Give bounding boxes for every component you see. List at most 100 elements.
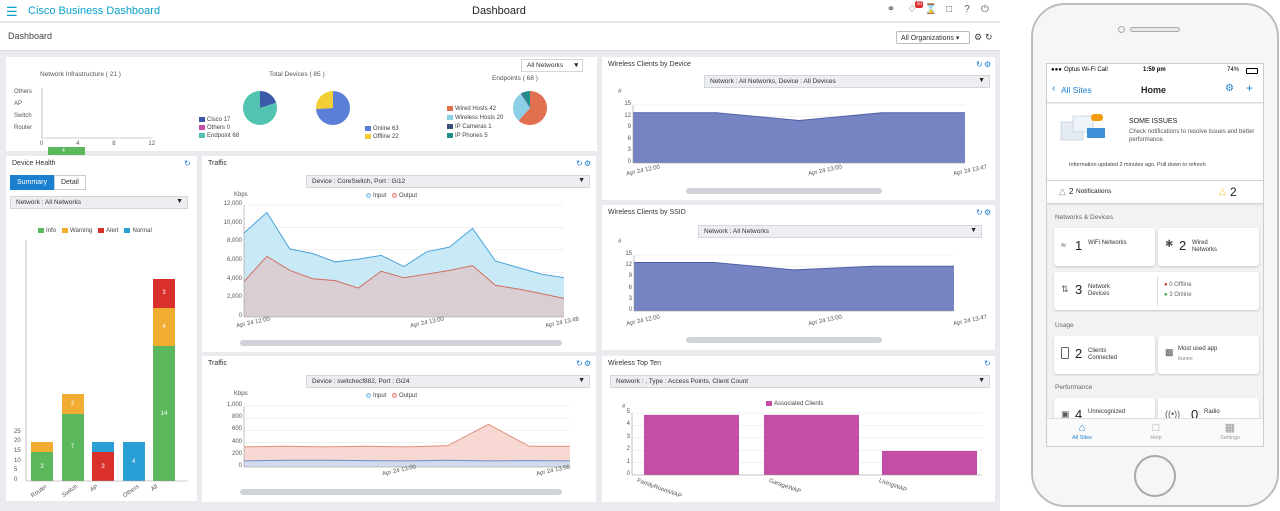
settings-icon[interactable]: ⚙ — [974, 32, 983, 42]
networks-select[interactable]: All Networks ▾ — [521, 59, 583, 72]
legend-item: Cisco 17 — [199, 116, 239, 124]
health-ytick: 0 — [14, 477, 18, 483]
globe-icon[interactable]: ⚭ — [886, 4, 896, 15]
organization-select[interactable]: All Organizations ▾ — [896, 31, 970, 44]
health-legend-item: Info — [38, 228, 56, 234]
traffic2-chart — [243, 405, 571, 468]
refresh-icon[interactable]: ↻ — [984, 359, 991, 368]
tab-summary[interactable]: Summary — [10, 175, 54, 190]
online-count: ● 3 Online — [1164, 292, 1192, 298]
notification-label: Notifications — [1076, 188, 1112, 195]
traffic1-ytick: 6,000 — [226, 257, 242, 263]
question-icon: □ — [1152, 422, 1160, 434]
health-bar-segment: 3 — [92, 452, 114, 481]
health-tabs: Summary Detail — [10, 175, 86, 190]
traffic1-device-filter[interactable]: Device : CoreSwitch, Port : Gi12 ▼ — [306, 175, 590, 188]
netinfra-bar[interactable]: 4 — [48, 147, 85, 155]
back-chevron-icon[interactable]: ‹ — [1052, 83, 1056, 94]
top-ten-bar[interactable] — [882, 450, 977, 475]
most-used-app-card[interactable]: ▩ Most used app itunes — [1158, 336, 1259, 374]
top-ten-bar[interactable] — [644, 414, 739, 475]
bell-outline-icon: △ — [1059, 186, 1066, 196]
organization-select-value: All Organizations — [901, 35, 954, 42]
pie-slice — [243, 91, 277, 125]
traffic1-scrollbar[interactable] — [240, 340, 562, 346]
chat-icon[interactable]: □ — [945, 4, 953, 15]
health-network-filter[interactable]: Network : All Networks ▼ — [10, 196, 188, 209]
top-ten-chart — [631, 412, 982, 476]
traffic2-scrollbar[interactable] — [240, 489, 562, 495]
clients-card[interactable]: 2 Clients Connected — [1054, 336, 1155, 374]
wc-device-filter[interactable]: Network : All Networks, Device : All Dev… — [704, 75, 990, 88]
battery-level: 74% — [1227, 67, 1240, 73]
traffic1-ytick: 12,000 — [223, 201, 242, 207]
health-bar[interactable]: 14 4 3 — [153, 278, 175, 481]
wc-ssid-scrollbar[interactable] — [686, 337, 882, 343]
section-performance: Performance — [1055, 384, 1093, 391]
netinfra-row-label: Others — [14, 89, 33, 95]
traffic2-ytick: 400 — [231, 438, 242, 445]
wc-device-filter-value: Network : All Networks, Device : All Dev… — [710, 78, 836, 85]
refresh-icon[interactable]: ↻ — [184, 159, 191, 168]
back-button[interactable]: All Sites — [1061, 85, 1092, 95]
refresh-icon[interactable]: ↻ — [985, 32, 993, 42]
traffic-panel-2: Traffic ↻ ⚙ Device : switchecf882, Port … — [202, 356, 596, 502]
health-bar[interactable]: 3 — [31, 442, 53, 481]
online-status-pie — [316, 91, 350, 125]
tab-all-sites[interactable]: ⌂ All Sites — [1057, 421, 1107, 441]
refresh-icon[interactable]: ↻ — [976, 60, 983, 69]
hamburger-menu-icon[interactable]: ☰ — [6, 4, 18, 19]
notifications-row[interactable]: △ 2 Notifications △ 2 — [1047, 181, 1263, 203]
top-ten-filter[interactable]: Network : , Type : Access Points, Client… — [610, 375, 990, 388]
wc-device-chart — [632, 104, 965, 164]
refresh-icon[interactable]: ↻ — [576, 159, 583, 168]
settings-icon[interactable]: ⚙ — [584, 159, 592, 168]
home-button[interactable] — [1134, 455, 1176, 497]
wc-ssid-filter[interactable]: Network : All Networks ▼ — [698, 225, 982, 238]
hourglass-icon[interactable]: ⌛ — [924, 4, 938, 15]
settings-gear-icon[interactable]: ⚙ — [1225, 83, 1234, 94]
tab-settings[interactable]: ▦ Settings — [1205, 421, 1255, 441]
breadcrumb-bar: Dashboard All Organizations ▾ ⚙ ↻ — [0, 23, 1000, 51]
wc-device-ytick: 0 — [627, 159, 631, 165]
help-icon[interactable]: ? — [964, 4, 970, 15]
settings-icon[interactable]: ⚙ — [984, 208, 992, 217]
signal-icon: ●●● — [1051, 67, 1062, 73]
tab-help[interactable]: □ Help — [1131, 421, 1181, 441]
traffic2-ytick: 0 — [238, 463, 242, 469]
traffic1-unit: Kbps — [234, 192, 248, 198]
output-legend: Output — [399, 393, 418, 400]
wired-count: 2 — [1179, 238, 1187, 253]
top-ten-filter-value: Network : , Type : Access Points, Client… — [616, 378, 749, 385]
offline-text: 0 Offline — [1169, 282, 1192, 288]
issues-text: Check notifications to resolve issues an… — [1129, 129, 1255, 143]
issues-card[interactable]: SOME ISSUES Check notifications to resol… — [1047, 104, 1263, 180]
series-line — [243, 255, 565, 299]
series-line — [243, 459, 571, 462]
health-bar[interactable]: 4 — [122, 442, 145, 481]
settings-icon[interactable]: ⚙ — [984, 60, 992, 69]
tab-help-label: Help — [1150, 435, 1162, 441]
wc-device-scrollbar[interactable] — [686, 188, 882, 194]
bell-icon[interactable]: ♢ 10 — [907, 1, 923, 15]
traffic1-legend: Input Output — [366, 193, 417, 199]
netinfra-title: Network Infrastructure ( 21 ) — [40, 71, 121, 78]
network-devices-card[interactable]: ⇅ 3 Network Devices ● 0 Offline ● 3 Onli… — [1054, 272, 1259, 310]
netinfra-tick: 8 — [112, 141, 116, 147]
settings-icon[interactable]: ⚙ — [584, 359, 592, 368]
device-health-title: Device Health — [12, 160, 56, 167]
tab-detail[interactable]: Detail — [53, 175, 86, 190]
power-icon[interactable]: ⏻ — [981, 4, 989, 15]
clients-label: Clients Connected — [1088, 348, 1118, 361]
wifi-networks-card[interactable]: ≈ 1 WiFi Networks — [1054, 228, 1155, 266]
refresh-icon[interactable]: ↻ — [576, 359, 583, 368]
traffic2-device-filter[interactable]: Device : switchecf882, Port : Gi24 ▼ — [306, 375, 590, 388]
add-icon[interactable]: + — [1246, 81, 1254, 95]
top-ten-bar[interactable] — [764, 414, 859, 475]
warning-icon: △ — [1219, 186, 1226, 196]
most-used-label: Most used app — [1178, 346, 1218, 352]
health-bar[interactable]: 3 — [92, 442, 114, 481]
refresh-icon[interactable]: ↻ — [976, 208, 983, 217]
wired-networks-card[interactable]: ✱ 2 Wired Networks — [1158, 228, 1259, 266]
